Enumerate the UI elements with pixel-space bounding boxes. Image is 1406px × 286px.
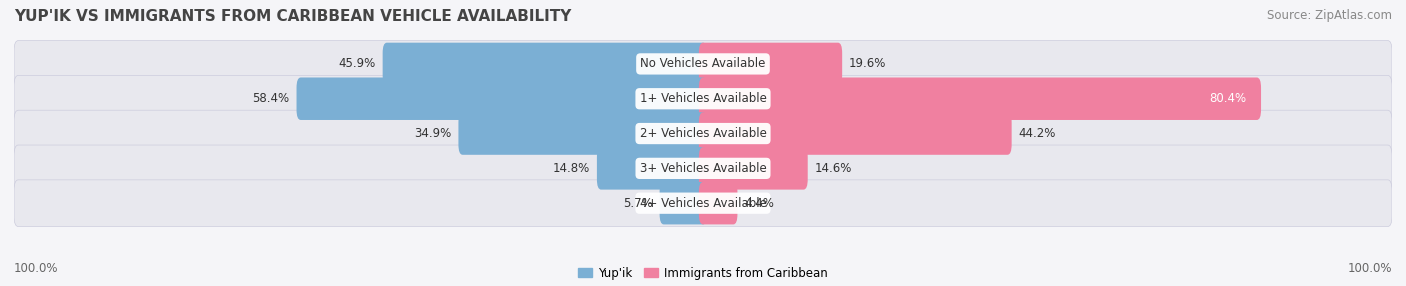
FancyBboxPatch shape	[14, 110, 1392, 157]
Text: 2+ Vehicles Available: 2+ Vehicles Available	[640, 127, 766, 140]
Text: 45.9%: 45.9%	[339, 57, 375, 70]
Text: 44.2%: 44.2%	[1018, 127, 1056, 140]
Text: 4.4%: 4.4%	[744, 197, 775, 210]
Text: Source: ZipAtlas.com: Source: ZipAtlas.com	[1267, 9, 1392, 21]
Text: 3+ Vehicles Available: 3+ Vehicles Available	[640, 162, 766, 175]
FancyBboxPatch shape	[598, 147, 707, 190]
Text: No Vehicles Available: No Vehicles Available	[640, 57, 766, 70]
FancyBboxPatch shape	[699, 43, 842, 85]
FancyBboxPatch shape	[699, 78, 1261, 120]
FancyBboxPatch shape	[659, 182, 707, 225]
FancyBboxPatch shape	[699, 182, 738, 225]
Text: YUP'IK VS IMMIGRANTS FROM CARIBBEAN VEHICLE AVAILABILITY: YUP'IK VS IMMIGRANTS FROM CARIBBEAN VEHI…	[14, 9, 571, 23]
Text: 14.8%: 14.8%	[553, 162, 591, 175]
FancyBboxPatch shape	[14, 76, 1392, 122]
Text: 34.9%: 34.9%	[415, 127, 451, 140]
FancyBboxPatch shape	[699, 147, 807, 190]
Text: 100.0%: 100.0%	[1347, 262, 1392, 275]
FancyBboxPatch shape	[14, 145, 1392, 192]
FancyBboxPatch shape	[699, 112, 1012, 155]
FancyBboxPatch shape	[382, 43, 707, 85]
Text: 80.4%: 80.4%	[1209, 92, 1246, 105]
FancyBboxPatch shape	[14, 41, 1392, 87]
Text: 58.4%: 58.4%	[253, 92, 290, 105]
Text: 1+ Vehicles Available: 1+ Vehicles Available	[640, 92, 766, 105]
Text: 14.6%: 14.6%	[814, 162, 852, 175]
FancyBboxPatch shape	[297, 78, 707, 120]
Text: 100.0%: 100.0%	[14, 262, 59, 275]
Text: 5.7%: 5.7%	[623, 197, 652, 210]
Text: 19.6%: 19.6%	[849, 57, 886, 70]
Legend: Yup'ik, Immigrants from Caribbean: Yup'ik, Immigrants from Caribbean	[574, 262, 832, 285]
FancyBboxPatch shape	[458, 112, 707, 155]
FancyBboxPatch shape	[14, 180, 1392, 227]
Text: 4+ Vehicles Available: 4+ Vehicles Available	[640, 197, 766, 210]
